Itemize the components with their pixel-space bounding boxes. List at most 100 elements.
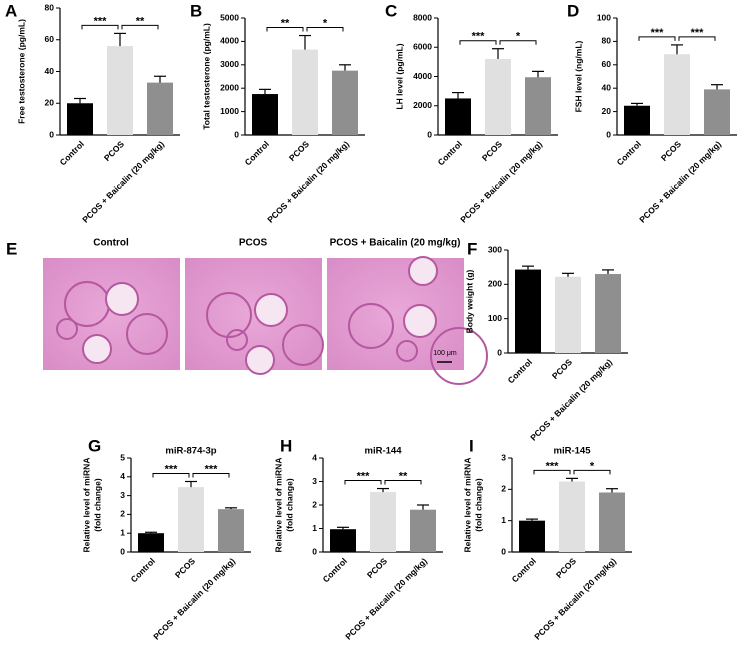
y-axis-label: (fold change) [92,478,102,532]
bar [559,481,585,552]
significance-label: ** [136,15,145,27]
y-tick-label: 80 [602,36,612,46]
bar [178,487,204,552]
follicle [126,313,168,355]
significance-label: *** [651,27,665,39]
significance-bracket [192,473,230,478]
x-tick-label: PCOS [287,139,311,163]
x-tick-label: Control [506,357,534,385]
x-tick-label: Control [243,139,271,167]
y-tick-label: 3 [312,476,317,486]
significance-bracket [81,24,119,30]
y-tick-label: 40 [602,82,612,92]
x-tick-label: Control [58,139,86,167]
y-tick-label: 40 [45,66,55,76]
y-tick-label: 1000 [220,106,239,116]
follicle [245,345,275,375]
follicle [206,292,252,338]
y-tick-label: 2 [501,484,506,494]
y-tick-label: 4 [120,471,125,481]
y-tick-label: 100 [488,313,502,323]
panel-letter: C [385,1,397,20]
scale-bar-label: 100 μm [433,350,457,357]
significance-label: ** [281,17,290,29]
y-tick-label: 80 [45,2,55,12]
significance-bracket [533,469,571,475]
bar [519,520,545,552]
significance-bracket [306,27,344,32]
y-tick-label: 5 [120,452,125,462]
bar [595,274,621,353]
significance-bracket [638,36,676,41]
x-tick-label: Control [615,139,643,167]
y-tick-label: 1 [312,523,317,533]
y-tick-label: 0 [120,546,125,556]
significance-label: *** [94,15,108,27]
bar [252,94,278,135]
significance-bracket [499,40,537,45]
y-tick-label: 2000 [220,82,239,92]
follicle [403,304,437,338]
chart-title: miR-145 [554,446,592,457]
x-tick-label: PCOS + Baicalin (20 mg/kg) [151,556,237,642]
y-axis-label: FSH level (ng/mL) [573,40,583,112]
y-tick-label: 3 [501,452,506,462]
x-tick-label: PCOS [365,556,389,580]
y-axis-label: Relative level of miRNA [462,458,472,553]
panel-letter: B [190,1,202,20]
y-axis-label: Total testosterone (pg/mL) [201,23,211,130]
significance-bracket [384,480,422,485]
y-tick-label: 2000 [413,100,432,110]
follicle [282,324,324,366]
x-tick-label: PCOS [102,139,126,163]
bar [485,58,511,136]
y-axis-label: (fold change) [473,478,483,532]
panel-letter: A [5,1,17,20]
x-tick-label: Control [436,139,464,167]
x-tick-label: PCOS + Baicalin (20 mg/kg) [80,139,166,225]
panel-letter: H [280,436,292,455]
bar [147,82,173,135]
y-tick-label: 8000 [413,12,432,22]
x-tick-label: PCOS [480,139,504,163]
y-tick-label: 2 [120,509,125,519]
y-tick-label: 200 [488,279,502,289]
bar [445,98,471,135]
bar [138,533,164,552]
y-tick-label: 60 [45,34,55,44]
follicle [56,318,78,340]
y-tick-label: 3000 [220,59,239,69]
y-tick-label: 60 [602,59,612,69]
y-tick-label: 3 [120,490,125,500]
y-tick-label: 100 [597,12,611,22]
significance-label: * [516,31,521,43]
bar [664,54,690,135]
x-tick-label: Control [510,556,538,584]
y-tick-label: 0 [497,347,502,357]
follicle [396,340,418,362]
image-label: Control [93,238,129,249]
x-tick-label: PCOS [173,556,197,580]
bar [515,269,541,353]
panel-letter: F [467,239,477,258]
x-tick-label: PCOS + Baicalin (20 mg/kg) [637,139,723,225]
x-tick-label: PCOS + Baicalin (20 mg/kg) [458,139,544,225]
x-tick-label: PCOS + Baicalin (20 mg/kg) [265,139,351,225]
follicle [430,327,488,385]
significance-bracket [678,36,716,41]
chart-title: miR-144 [365,446,403,457]
panel-letter: D [567,1,579,20]
significance-label: *** [165,463,179,475]
y-tick-label: 0 [606,129,611,139]
y-tick-label: 6000 [413,42,432,52]
significance-label: *** [205,463,219,475]
x-tick-label: Control [129,556,157,584]
y-axis-label: (fold change) [284,478,294,532]
bar [624,105,650,135]
bar [107,46,133,135]
x-tick-label: PCOS + Baicalin (20 mg/kg) [532,556,618,642]
chart-title: miR-874-3p [165,446,216,457]
y-tick-label: 300 [488,244,502,254]
follicle [226,329,248,351]
